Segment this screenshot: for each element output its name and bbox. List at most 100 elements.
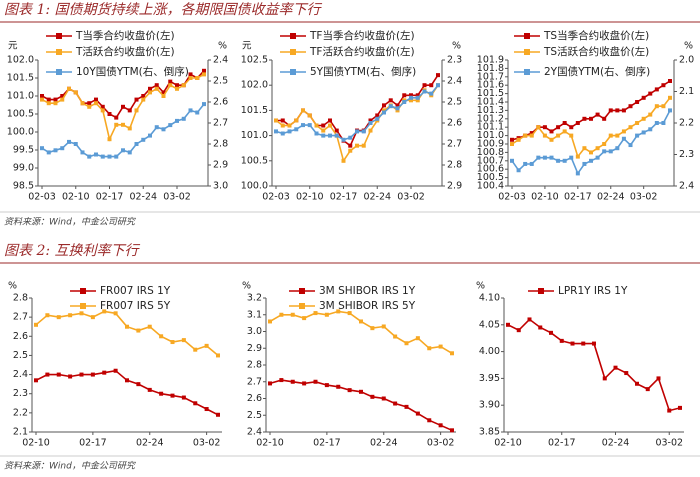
point	[94, 101, 98, 106]
point	[404, 341, 409, 346]
point	[409, 93, 413, 98]
y2-tick-label: 2.7	[213, 118, 228, 129]
y2-tick-label: 2.1	[679, 86, 694, 97]
point	[87, 154, 92, 159]
y-unit: %	[476, 281, 485, 292]
point	[193, 347, 198, 352]
point	[368, 128, 373, 133]
point	[641, 95, 646, 100]
point	[575, 171, 580, 176]
point	[556, 125, 561, 130]
point	[516, 328, 521, 333]
y-tick-label: 100.6	[477, 164, 504, 175]
figure-title: 图表 2: 互换利率下行	[4, 243, 141, 259]
legend-marker	[290, 49, 296, 55]
legend-marker	[290, 33, 296, 39]
point	[361, 129, 366, 134]
point	[393, 401, 398, 406]
point	[34, 378, 38, 383]
y-tick-label: 3.90	[479, 400, 500, 411]
point	[355, 129, 359, 134]
point	[359, 319, 363, 324]
point	[562, 129, 567, 134]
point	[570, 341, 575, 346]
point	[53, 101, 58, 106]
point	[100, 104, 105, 109]
y-tick-label: 101.3	[477, 105, 504, 116]
point	[667, 408, 672, 413]
x-tick-label: 02-17	[330, 192, 358, 203]
y-tick-label: 101.0	[7, 91, 34, 102]
point	[370, 394, 375, 399]
point	[268, 381, 272, 386]
point	[549, 129, 554, 134]
point	[87, 104, 92, 109]
point	[127, 108, 132, 113]
point	[429, 83, 434, 88]
point	[516, 137, 521, 142]
point	[582, 116, 587, 121]
point	[148, 86, 152, 91]
point	[624, 371, 629, 376]
y-tick-label: 101.8	[477, 63, 504, 74]
point	[159, 334, 164, 339]
point	[613, 365, 618, 370]
y-tick-label: 100.0	[7, 127, 34, 138]
point	[147, 324, 152, 329]
legend-label: 5Y国债YTM(右、倒序)	[310, 65, 416, 78]
point	[341, 137, 346, 142]
point	[188, 108, 193, 113]
point	[654, 87, 659, 92]
y2-tick-label: 2.2	[679, 118, 694, 129]
x-tick-label: 03-02	[397, 192, 425, 203]
y2-tick-label: 2.7	[447, 139, 462, 150]
point	[645, 387, 650, 392]
y-tick-label: 102.5	[241, 55, 268, 66]
point	[382, 108, 386, 113]
point	[40, 94, 44, 98]
x-tick-label: 02-17	[564, 192, 592, 203]
point	[168, 79, 173, 84]
point	[45, 313, 50, 318]
point	[422, 89, 427, 94]
point	[569, 155, 574, 160]
point	[141, 97, 146, 102]
point	[94, 97, 98, 102]
point	[46, 101, 51, 106]
point	[159, 391, 164, 396]
point	[94, 152, 98, 157]
point	[100, 108, 105, 113]
legend-label: FR007 IRS 5Y	[100, 300, 171, 312]
point	[615, 146, 620, 151]
x-tick-label: 02-10	[62, 192, 90, 203]
point	[67, 86, 71, 91]
legend-label: T活跃合约收盘价(左)	[75, 45, 175, 58]
point	[181, 395, 186, 400]
point	[53, 148, 58, 153]
x-tick-label: 03-02	[655, 438, 683, 449]
point	[301, 123, 305, 128]
point	[40, 97, 44, 102]
legend-label: 10Y国债YTM(右、倒序)	[76, 65, 189, 78]
point	[529, 133, 534, 138]
point	[302, 381, 307, 386]
point	[136, 328, 141, 333]
point	[170, 340, 175, 345]
point	[381, 396, 386, 401]
y-unit: 元	[8, 41, 18, 52]
point	[90, 372, 95, 377]
point	[656, 376, 661, 381]
point	[621, 136, 626, 141]
point	[170, 393, 175, 398]
point	[341, 158, 346, 163]
point	[635, 381, 639, 386]
y-unit: %	[8, 281, 17, 292]
x-tick-label: 03-02	[193, 438, 221, 449]
y2-tick-label: 2.8	[447, 160, 462, 171]
point	[438, 423, 443, 428]
point	[402, 93, 407, 98]
point	[53, 97, 58, 102]
legend-label: T当季合约收盘价(左)	[75, 29, 175, 42]
point	[328, 123, 332, 128]
